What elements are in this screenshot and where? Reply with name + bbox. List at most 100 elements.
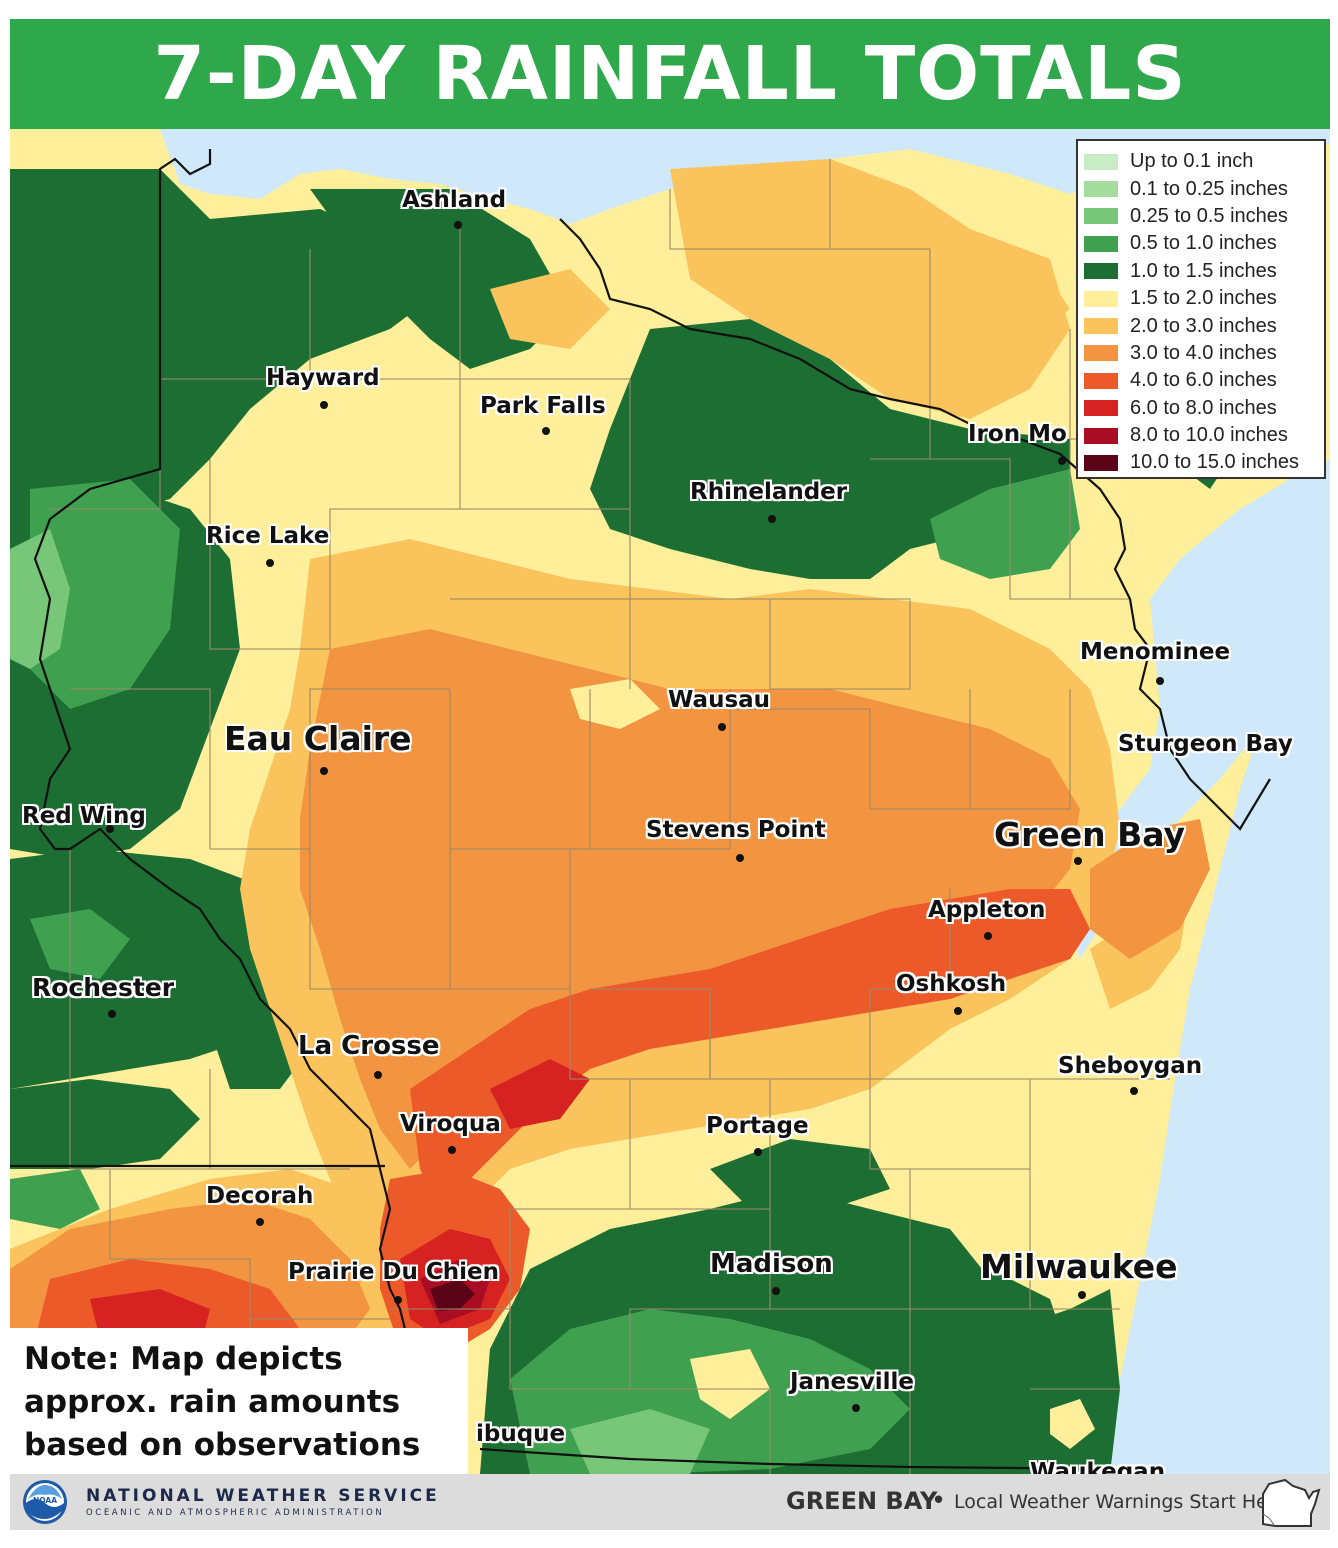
city-label-decorah: Decorah [206, 1183, 314, 1209]
city-dot-iron-mountain [1058, 457, 1066, 465]
city-dot-sturgeon-bay [1202, 741, 1210, 749]
city-dot-oshkosh [954, 1007, 962, 1015]
legend-item: 10.0 to 15.0 inches [1084, 449, 1318, 476]
city-dot-prairie-du-chien [394, 1296, 402, 1304]
legend-swatch [1084, 208, 1118, 225]
city-label-waukegan: Waukegan [1030, 1459, 1166, 1474]
legend-label: 2.0 to 3.0 inches [1130, 314, 1277, 337]
note-box: Note: Map depicts approx. rain amounts b… [10, 1328, 468, 1474]
wisconsin-outline-icon [1262, 1478, 1321, 1527]
legend-item: 0.1 to 0.25 inches [1084, 175, 1318, 202]
legend-label: 3.0 to 4.0 inches [1130, 341, 1277, 364]
legend-item: 1.5 to 2.0 inches [1084, 285, 1318, 312]
city-label-sheboygan: Sheboygan [1058, 1053, 1203, 1079]
legend-item: 8.0 to 10.0 inches [1084, 422, 1318, 449]
city-label-appleton: Appleton [928, 897, 1046, 923]
city-label-wausau: Wausau [668, 687, 771, 713]
city-label-green-bay: Green Bay [994, 815, 1186, 854]
office-name: GREEN BAY [786, 1487, 938, 1515]
map-title: 7-DAY RAINFALL TOTALS [153, 31, 1187, 117]
legend-item: 1.0 to 1.5 inches [1084, 258, 1318, 285]
city-label-red-wing: Red Wing [22, 803, 146, 829]
legend-label: 6.0 to 8.0 inches [1130, 396, 1277, 419]
city-label-rhinelander: Rhinelander [690, 479, 848, 505]
legend-swatch [1084, 345, 1118, 362]
city-label-oshkosh: Oshkosh [896, 971, 1007, 997]
city-dot-eau-claire [320, 767, 328, 775]
legend-swatch [1084, 153, 1118, 170]
city-label-stevens-point: Stevens Point [646, 817, 826, 843]
city-dot-rhinelander [768, 515, 776, 523]
legend-item: 2.0 to 3.0 inches [1084, 312, 1318, 339]
city-label-milwaukee: Milwaukee [980, 1247, 1178, 1286]
legend-swatch [1084, 181, 1118, 198]
city-dot-rochester [108, 1010, 116, 1018]
legend-label: 0.25 to 0.5 inches [1130, 204, 1288, 227]
city-label-dubuque: ibuque [476, 1421, 566, 1447]
legend-item: 6.0 to 8.0 inches [1084, 395, 1318, 422]
city-label-eau-claire: Eau Claire [224, 719, 412, 758]
noaa-logo-icon: NOAA [23, 1480, 67, 1524]
legend-item: 4.0 to 6.0 inches [1084, 367, 1318, 394]
city-label-ashland: Ashland [402, 187, 507, 213]
city-label-park-falls: Park Falls [480, 393, 606, 419]
note-line-3: based on observations [24, 1427, 421, 1463]
city-label-rice-lake: Rice Lake [206, 523, 330, 549]
legend-item: 0.5 to 1.0 inches [1084, 230, 1318, 257]
legend-swatch [1084, 372, 1118, 389]
city-label-iron-mountain: Iron Mo [968, 421, 1067, 447]
city-dot-madison [772, 1287, 780, 1295]
city-dot-sheboygan [1130, 1087, 1138, 1095]
city-label-viroqua: Viroqua [400, 1111, 501, 1137]
city-dot-wausau [718, 723, 726, 731]
city-label-portage: Portage [706, 1113, 809, 1139]
city-dot-red-wing [106, 825, 114, 833]
city-dot-menominee [1156, 677, 1164, 685]
city-dot-appleton [984, 932, 992, 940]
legend-label: Up to 0.1 inch [1130, 150, 1254, 173]
green-zones [10, 169, 1230, 1474]
legend-label: 0.1 to 0.25 inches [1130, 177, 1288, 200]
tagline: Local Weather Warnings Start Here [954, 1491, 1287, 1513]
city-dot-ashland [454, 221, 462, 229]
legend-swatch [1084, 290, 1118, 307]
city-label-hayward: Hayward [266, 365, 380, 391]
city-label-prairie-du-chien: Prairie Du Chien [288, 1259, 500, 1285]
legend-label: 1.5 to 2.0 inches [1130, 287, 1277, 310]
city-label-la-crosse: La Crosse [298, 1031, 440, 1061]
title-bar: 7-DAY RAINFALL TOTALS [10, 19, 1330, 129]
legend-label: 1.0 to 1.5 inches [1130, 259, 1277, 282]
city-dot-stevens-point [736, 854, 744, 862]
city-dot-viroqua [448, 1146, 456, 1154]
legend-label: 10.0 to 15.0 inches [1130, 451, 1300, 474]
city-label-janesville: Janesville [790, 1369, 914, 1395]
legend-swatch [1084, 454, 1118, 471]
note-line-1: Note: Map depicts [24, 1341, 343, 1377]
city-label-rochester: Rochester [32, 973, 175, 1002]
city-label-sturgeon-bay: Sturgeon Bay [1118, 731, 1293, 757]
city-dot-green-bay [1074, 857, 1082, 865]
separator-bullet: • [934, 1484, 944, 1514]
noaa-logo-text: NOAA [33, 1496, 57, 1505]
legend-label: 8.0 to 10.0 inches [1130, 424, 1288, 447]
legend: Up to 0.1 inch 0.1 to 0.25 inches 0.25 t… [1076, 139, 1326, 479]
city-dot-rice-lake [266, 559, 274, 567]
agency-name: NATIONAL WEATHER SERVICE [86, 1486, 440, 1506]
legend-swatch [1084, 318, 1118, 335]
footer-bar: NOAA NATIONAL WEATHER SERVICE OCEANIC AN… [10, 1474, 1330, 1530]
city-dot-milwaukee [1078, 1291, 1086, 1299]
city-dot-hayward [320, 401, 328, 409]
city-dot-portage [754, 1148, 762, 1156]
city-dot-la-crosse [374, 1071, 382, 1079]
legend-label: 0.5 to 1.0 inches [1130, 232, 1277, 255]
legend-swatch [1084, 263, 1118, 280]
lake-michigan [1090, 459, 1330, 1474]
legend-swatch [1084, 427, 1118, 444]
legend-item: Up to 0.1 inch [1084, 148, 1318, 175]
legend-item: 0.25 to 0.5 inches [1084, 203, 1318, 230]
city-dot-park-falls [542, 427, 550, 435]
city-label-madison: Madison [710, 1249, 833, 1279]
city-dot-janesville [852, 1404, 860, 1412]
city-dot-decorah [256, 1218, 264, 1226]
agency-subtitle: OCEANIC AND ATMOSPHERIC ADMINISTRATION [86, 1508, 385, 1518]
